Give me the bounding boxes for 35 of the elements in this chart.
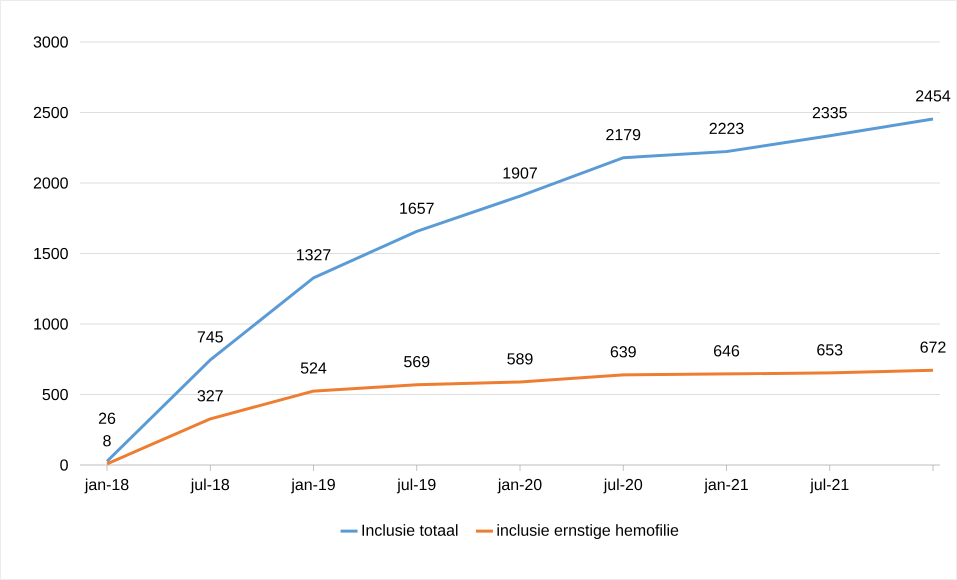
data-label: 1327 bbox=[296, 249, 330, 260]
y-tick-label: 500 bbox=[42, 388, 68, 400]
data-label: 672 bbox=[920, 342, 946, 353]
data-label: 569 bbox=[404, 356, 430, 368]
y-tick-label: 1500 bbox=[34, 248, 68, 260]
legend-label: Inclusie totaal bbox=[362, 524, 458, 536]
x-tick-label: jul-18 bbox=[190, 478, 230, 494]
legend-label: inclusie ernstige hemofilie bbox=[498, 524, 678, 540]
y-tick-label: 2000 bbox=[34, 177, 68, 189]
x-tick-label: jul-21 bbox=[810, 478, 848, 494]
y-tick-label: 2500 bbox=[34, 106, 68, 118]
x-tick-label: jan-21 bbox=[704, 478, 748, 494]
data-label: 2335 bbox=[812, 107, 847, 118]
y-tick-label: 3000 bbox=[34, 36, 68, 48]
x-tick-label: jul-19 bbox=[396, 478, 436, 494]
data-label: 639 bbox=[610, 346, 636, 358]
data-label: 1907 bbox=[503, 167, 537, 179]
data-label: 653 bbox=[817, 344, 842, 356]
data-label: 327 bbox=[198, 390, 223, 402]
data-label: 2179 bbox=[606, 129, 640, 140]
data-label: 1657 bbox=[400, 202, 434, 214]
x-tick-label: jan-20 bbox=[497, 478, 542, 494]
x-tick-label: jan-18 bbox=[84, 478, 128, 494]
data-label: 2454 bbox=[916, 90, 950, 102]
data-label: 2223 bbox=[710, 122, 744, 134]
data-label: 646 bbox=[714, 345, 740, 356]
x-tick-label: jul-20 bbox=[603, 478, 642, 494]
data-label: 8 bbox=[103, 435, 111, 446]
data-label: 26 bbox=[98, 412, 116, 424]
data-label: 589 bbox=[507, 353, 533, 364]
y-tick-label: 0 bbox=[60, 459, 68, 471]
data-label: 524 bbox=[300, 362, 326, 374]
data-label: 745 bbox=[198, 331, 223, 342]
x-tick-label: jan-19 bbox=[290, 478, 335, 494]
y-tick-label: 1000 bbox=[34, 318, 68, 330]
